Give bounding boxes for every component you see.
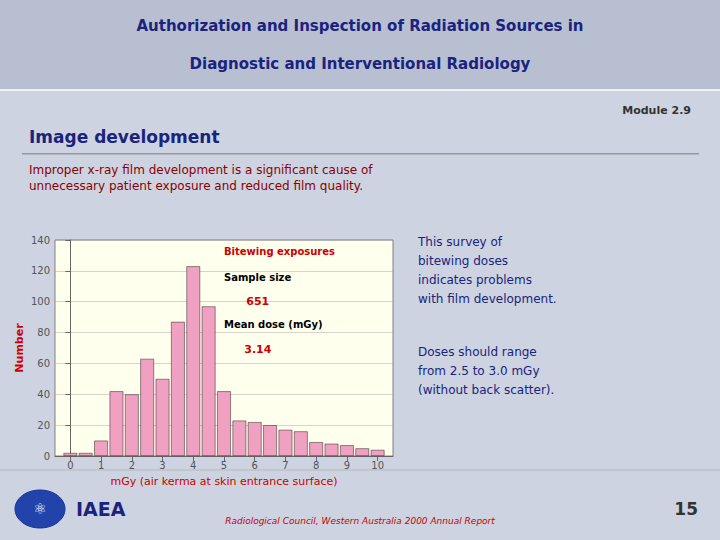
svg-text:This survey of: This survey of bbox=[417, 235, 503, 249]
svg-text:unnecessary patient exposure a: unnecessary patient exposure and reduced… bbox=[29, 179, 363, 193]
svg-text:120: 120 bbox=[31, 265, 50, 276]
svg-text:2: 2 bbox=[129, 460, 135, 471]
svg-text:10: 10 bbox=[371, 460, 384, 471]
svg-text:3: 3 bbox=[159, 460, 165, 471]
svg-text:80: 80 bbox=[37, 327, 50, 338]
svg-text:651: 651 bbox=[246, 295, 269, 308]
svg-text:Sample size: Sample size bbox=[224, 272, 291, 283]
svg-text:Diagnostic and Interventional: Diagnostic and Interventional Radiology bbox=[190, 55, 531, 73]
svg-text:Doses should range: Doses should range bbox=[418, 345, 537, 359]
svg-text:Bitewing exposures: Bitewing exposures bbox=[224, 246, 335, 257]
svg-text:Number: Number bbox=[13, 323, 26, 373]
svg-text:Mean dose (mGy): Mean dose (mGy) bbox=[224, 319, 323, 330]
svg-text:5: 5 bbox=[221, 460, 227, 471]
svg-text:1: 1 bbox=[98, 460, 104, 471]
svg-text:9: 9 bbox=[344, 460, 350, 471]
svg-text:6: 6 bbox=[252, 460, 258, 471]
svg-text:Radiological Council, Western: Radiological Council, Western Australia … bbox=[225, 516, 495, 526]
svg-text:3.14: 3.14 bbox=[244, 343, 271, 356]
svg-text:7: 7 bbox=[282, 460, 288, 471]
svg-text:100: 100 bbox=[31, 296, 50, 307]
svg-text:20: 20 bbox=[37, 420, 50, 431]
svg-text:from 2.5 to 3.0 mGy: from 2.5 to 3.0 mGy bbox=[418, 364, 540, 378]
svg-text:4: 4 bbox=[190, 460, 196, 471]
svg-text:⚛: ⚛ bbox=[33, 500, 46, 518]
svg-text:Improper x-ray film developmen: Improper x-ray film development is a sig… bbox=[29, 163, 373, 177]
svg-text:140: 140 bbox=[31, 235, 50, 246]
svg-text:indicates problems: indicates problems bbox=[418, 273, 532, 287]
svg-text:mGy (air kerma at skin entranc: mGy (air kerma at skin entrance surface) bbox=[110, 475, 337, 488]
svg-text:with film development.: with film development. bbox=[418, 292, 557, 306]
svg-text:Module 2.9: Module 2.9 bbox=[622, 104, 691, 117]
svg-text:Authorization and Inspection o: Authorization and Inspection of Radiatio… bbox=[136, 17, 583, 35]
svg-text:40: 40 bbox=[37, 389, 50, 400]
svg-text:0: 0 bbox=[67, 460, 73, 471]
svg-text:0: 0 bbox=[44, 451, 50, 462]
svg-text:Image development: Image development bbox=[29, 127, 220, 147]
svg-text:bitewing doses: bitewing doses bbox=[418, 254, 508, 268]
svg-text:IAEA: IAEA bbox=[76, 498, 126, 520]
svg-text:15: 15 bbox=[674, 499, 698, 519]
svg-text:8: 8 bbox=[313, 460, 319, 471]
svg-text:(without back scatter).: (without back scatter). bbox=[418, 383, 554, 397]
svg-text:60: 60 bbox=[37, 358, 50, 369]
